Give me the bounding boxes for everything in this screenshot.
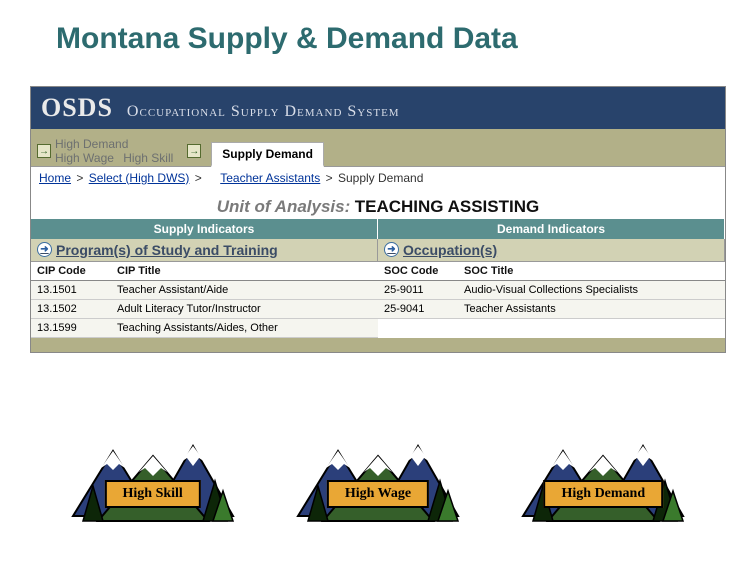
tab-supply-demand[interactable]: Supply Demand <box>211 142 324 167</box>
osds-logo: OSDS <box>41 93 113 123</box>
label-high-wage: High Wage <box>327 480 429 508</box>
arrow-icon[interactable]: → <box>37 144 51 158</box>
label-high-demand: High Demand <box>544 480 664 508</box>
cell: Teacher Assistants <box>458 299 725 318</box>
table-row: 25-9041 Teacher Assistants <box>378 299 725 318</box>
section-programs-label: Program(s) of Study and Training <box>56 242 278 258</box>
section-row: ➜ Program(s) of Study and Training ➜ Occ… <box>31 239 725 262</box>
data-row: CIP Code CIP Title 13.1501 Teacher Assis… <box>31 262 725 338</box>
th-soc-code: SOC Code <box>378 262 458 281</box>
table-row: 13.1502 Adult Literacy Tutor/Instructor <box>31 299 378 318</box>
cell: Teacher Assistant/Aide <box>111 280 378 299</box>
top-line2a: High Wage <box>55 151 114 165</box>
mountain-high-demand: High Demand <box>503 426 703 536</box>
breadcrumb-current: Supply Demand <box>338 171 423 185</box>
osds-screenshot: OSDS Occupational Supply Demand System →… <box>30 86 726 353</box>
cell: Audio-Visual Collections Specialists <box>458 280 725 299</box>
th-soc-title: SOC Title <box>458 262 725 281</box>
top-line1: High Demand <box>55 137 179 151</box>
cell: Teaching Assistants/Aides, Other <box>111 318 378 337</box>
unit-of-analysis: Unit of Analysis: TEACHING ASSISTING <box>31 189 725 219</box>
cell: 13.1501 <box>31 280 111 299</box>
mountain-high-wage: High Wage <box>278 426 478 536</box>
breadcrumb-select[interactable]: Select (High DWS) <box>89 171 190 185</box>
top-line2b: High Skill <box>123 151 173 165</box>
demand-table: SOC Code SOC Title 25-9011 Audio-Visual … <box>378 262 725 319</box>
table-row: 13.1599 Teaching Assistants/Aides, Other <box>31 318 378 337</box>
section-occupations[interactable]: ➜ Occupation(s) <box>378 239 725 262</box>
breadcrumb: Home > Select (High DWS) > Teacher Assis… <box>31 166 725 189</box>
breadcrumb-sep: > <box>195 171 202 185</box>
osds-banner: OSDS Occupational Supply Demand System <box>31 87 725 133</box>
screenshot-gap <box>31 338 725 352</box>
mountains-row: High Skill High Wage High Demand <box>0 426 756 536</box>
arrow-circle-icon: ➜ <box>37 242 52 257</box>
cell: Adult Literacy Tutor/Instructor <box>111 299 378 318</box>
mountain-high-skill: High Skill <box>53 426 253 536</box>
table-row: 13.1501 Teacher Assistant/Aide <box>31 280 378 299</box>
cell: 13.1599 <box>31 318 111 337</box>
section-occupations-label: Occupation(s) <box>403 242 497 258</box>
arrow-circle-icon: ➜ <box>384 242 399 257</box>
breadcrumb-sep: > <box>326 171 333 185</box>
indicator-row: Supply Indicators Demand Indicators <box>31 219 725 239</box>
cell: 13.1502 <box>31 299 111 318</box>
table-row: 25-9011 Audio-Visual Collections Special… <box>378 280 725 299</box>
slide-title: Montana Supply & Demand Data <box>0 0 756 56</box>
supply-indicators-header: Supply Indicators <box>31 219 378 239</box>
cell: 25-9011 <box>378 280 458 299</box>
osds-subtitle: Occupational Supply Demand System <box>127 103 400 121</box>
arrow-icon[interactable]: → <box>187 144 201 158</box>
th-cip-title: CIP Title <box>111 262 378 281</box>
topbar: → High Demand High Wage High Skill → Sup… <box>31 133 725 166</box>
breadcrumb-home[interactable]: Home <box>39 171 71 185</box>
label-high-skill: High Skill <box>105 480 201 508</box>
supply-table: CIP Code CIP Title 13.1501 Teacher Assis… <box>31 262 378 338</box>
cell: 25-9041 <box>378 299 458 318</box>
unit-value: TEACHING ASSISTING <box>355 197 540 216</box>
breadcrumb-teacher-assistants[interactable]: Teacher Assistants <box>220 171 320 185</box>
breadcrumb-sep: > <box>76 171 83 185</box>
demand-indicators-header: Demand Indicators <box>378 219 725 239</box>
unit-label: Unit of Analysis: <box>217 197 351 216</box>
section-programs[interactable]: ➜ Program(s) of Study and Training <box>31 239 378 262</box>
th-cip-code: CIP Code <box>31 262 111 281</box>
top-left-text: High Demand High Wage High Skill <box>55 137 179 166</box>
